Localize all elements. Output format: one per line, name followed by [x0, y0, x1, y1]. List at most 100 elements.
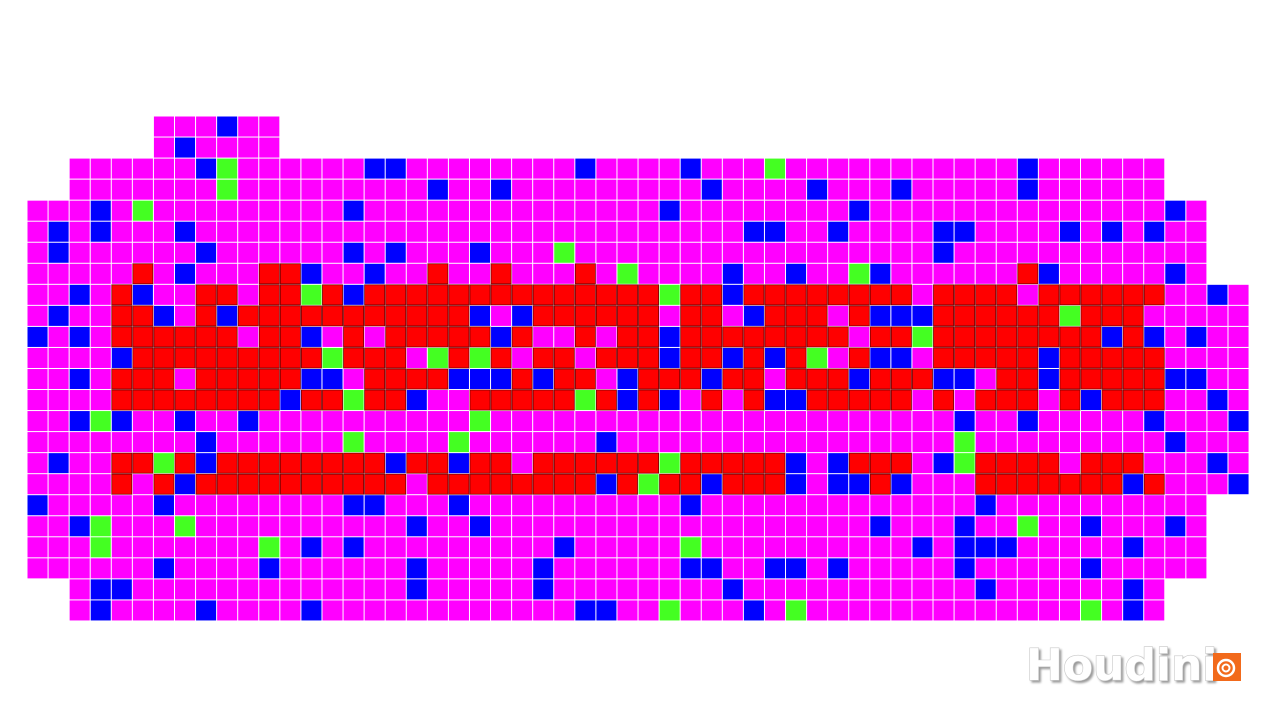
- grid-cell: [722, 347, 743, 368]
- grid-cell: [427, 390, 448, 411]
- grid-cell: [954, 600, 975, 621]
- grid-cell: [448, 473, 470, 495]
- grid-cell: [891, 516, 912, 537]
- grid-cell: [1080, 347, 1102, 369]
- grid-cell: [659, 432, 680, 453]
- grid-cell: [743, 537, 764, 558]
- grid-cell: [827, 284, 849, 306]
- grid-cell: [512, 516, 533, 537]
- grid-cell: [1123, 242, 1144, 263]
- grid-cell: [343, 305, 365, 327]
- grid-cell: [490, 347, 512, 369]
- grid-cell: [890, 326, 912, 348]
- grid-cell: [1123, 579, 1144, 600]
- grid-cell: [785, 368, 807, 390]
- grid-cell: [933, 579, 954, 600]
- grid-cell: [217, 116, 238, 137]
- grid-cell: [469, 452, 491, 474]
- grid-cell: [680, 390, 701, 411]
- grid-cell: [912, 579, 933, 600]
- grid-cell: [912, 600, 933, 621]
- grid-cell: [828, 158, 849, 179]
- grid-cell: [574, 263, 596, 285]
- grid-cell: [238, 432, 259, 453]
- grid-cell: [1165, 284, 1186, 305]
- grid-cell: [1123, 158, 1144, 179]
- grid-cell: [153, 200, 174, 221]
- grid-cell: [659, 537, 680, 558]
- grid-cell: [722, 516, 743, 537]
- grid-cell: [659, 200, 680, 221]
- grid-cell: [259, 137, 280, 158]
- grid-cell: [870, 537, 891, 558]
- grid-cell: [90, 537, 111, 558]
- grid-cell: [786, 158, 807, 179]
- grid-cell: [132, 284, 153, 305]
- grid-cell: [322, 411, 343, 432]
- grid-cell: [680, 516, 701, 537]
- grid-cell: [870, 200, 891, 221]
- grid-cell: [1207, 432, 1228, 453]
- grid-cell: [174, 137, 196, 158]
- grid-cell: [406, 452, 428, 474]
- grid-cell: [111, 537, 132, 558]
- grid-cell: [1017, 242, 1038, 263]
- grid-cell: [238, 200, 259, 221]
- grid-cell: [1017, 432, 1038, 453]
- grid-cell: [764, 242, 786, 263]
- grid-cell: [680, 495, 701, 516]
- grid-cell: [659, 579, 680, 600]
- grid-cell: [553, 452, 575, 474]
- grid-cell: [1122, 284, 1144, 306]
- grid-cell: [1038, 452, 1060, 474]
- grid-cell: [27, 411, 48, 432]
- grid-cell: [1207, 453, 1228, 474]
- grid-cell: [807, 600, 828, 621]
- grid-cell: [638, 200, 659, 221]
- grid-cell: [554, 221, 575, 242]
- grid-cell: [891, 495, 912, 516]
- grid-cell: [638, 579, 659, 600]
- grid-cell: [258, 263, 280, 285]
- grid-cell: [153, 347, 175, 369]
- grid-cell: [153, 263, 174, 284]
- grid-cell: [786, 242, 807, 263]
- grid-cell: [680, 347, 702, 369]
- grid-cell: [1144, 453, 1165, 474]
- grid-cell: [1207, 347, 1228, 368]
- grid-cell: [1038, 263, 1059, 284]
- grid-cell: [1165, 453, 1186, 474]
- grid-cell: [196, 537, 217, 558]
- grid-cell: [153, 473, 175, 495]
- grid-cell: [343, 390, 364, 411]
- grid-cell: [280, 516, 301, 537]
- grid-cell: [1017, 200, 1038, 221]
- grid-cell: [574, 473, 596, 495]
- grid-cell: [912, 326, 933, 347]
- grid-cell: [322, 242, 343, 263]
- grid-cell: [364, 179, 385, 200]
- grid-cell: [638, 432, 659, 453]
- grid-cell: [764, 558, 786, 579]
- grid-cell: [153, 453, 174, 474]
- grid-cell: [217, 158, 238, 179]
- grid-cell: [69, 600, 90, 621]
- grid-cell: [764, 495, 786, 516]
- grid-cell: [1186, 390, 1207, 411]
- grid-cell: [491, 326, 512, 347]
- grid-cell: [174, 579, 196, 600]
- grid-cell: [1102, 558, 1123, 579]
- grid-cell: [870, 411, 891, 432]
- grid-cell: [912, 474, 933, 495]
- grid-cell: [385, 579, 406, 600]
- grid-cell: [448, 305, 470, 327]
- grid-cell: [238, 284, 259, 305]
- grid-cell: [1144, 242, 1165, 263]
- grid-cell: [301, 558, 322, 579]
- grid-cell: [743, 368, 765, 390]
- grid-cell: [322, 326, 343, 347]
- grid-cell: [1017, 347, 1039, 369]
- grid-cell: [1165, 221, 1186, 242]
- grid-cell: [343, 242, 364, 263]
- grid-cell: [1228, 390, 1249, 411]
